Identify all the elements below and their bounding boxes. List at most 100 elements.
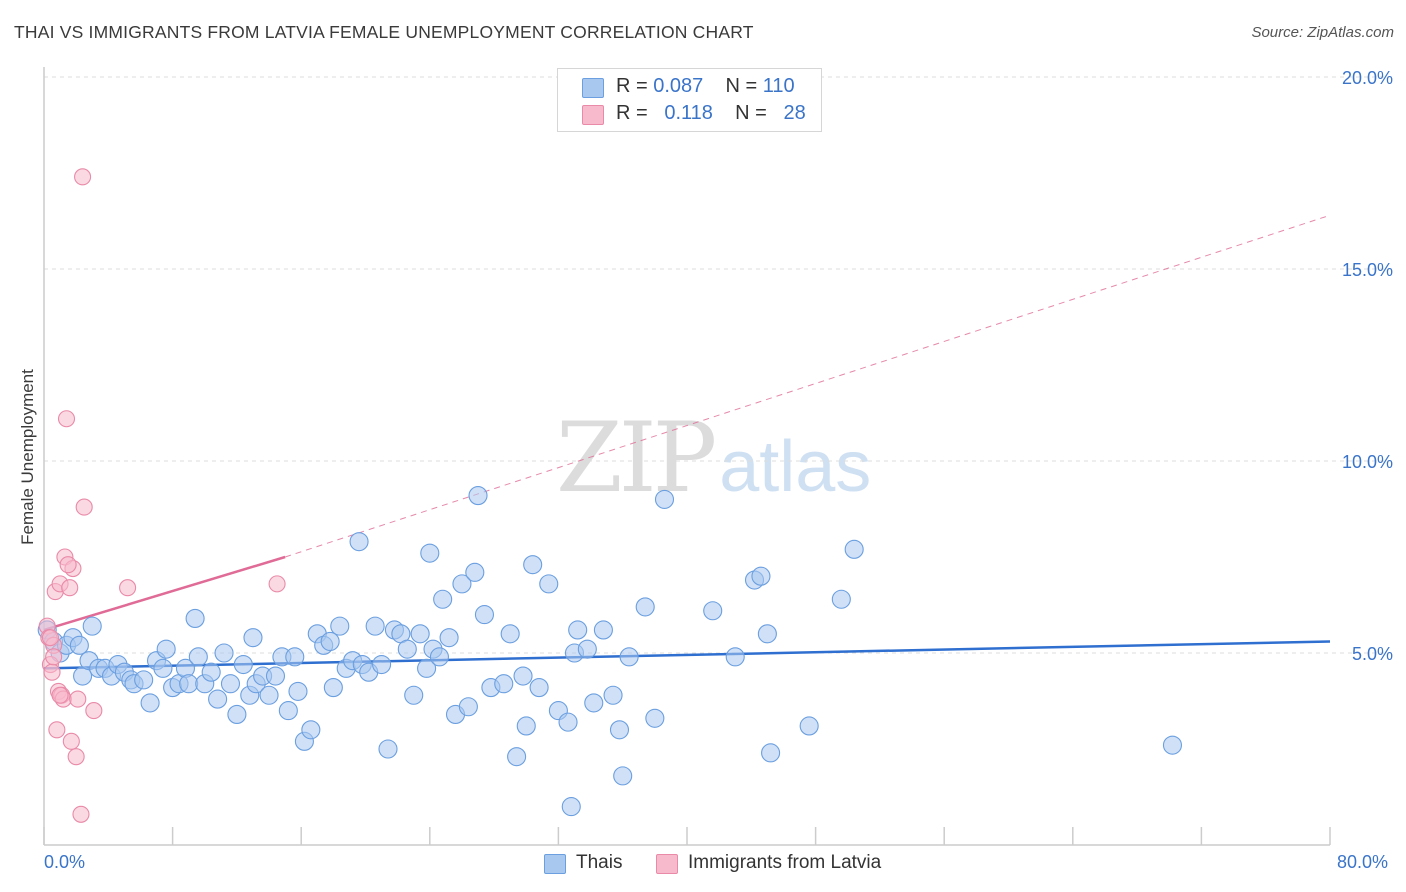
- legend-n-label: N =: [725, 75, 758, 97]
- point-thais: [513, 666, 533, 686]
- point-thais: [179, 674, 199, 694]
- point-thais: [301, 720, 321, 740]
- chart-title: THAI VS IMMIGRANTS FROM LATVIA FEMALE UN…: [14, 22, 754, 42]
- point-thais: [799, 716, 819, 736]
- point-thais: [619, 647, 639, 667]
- axes: [43, 67, 1331, 846]
- point-latvia: [119, 579, 137, 597]
- y-tick-label: 20.0%: [1342, 68, 1393, 88]
- y-tick-label: 10.0%: [1342, 452, 1393, 472]
- point-thais: [140, 693, 160, 713]
- legend-swatch-latvia: [656, 854, 678, 874]
- point-thais: [188, 647, 208, 667]
- point-thais: [429, 647, 449, 667]
- point-thais: [259, 685, 279, 705]
- point-thais: [507, 747, 527, 767]
- y-tick-labels: 5.0% 10.0% 15.0% 20.0%: [1342, 68, 1393, 664]
- point-latvia: [43, 663, 61, 681]
- point-thais: [468, 486, 488, 506]
- point-thais: [757, 624, 777, 644]
- point-thais: [558, 712, 578, 732]
- legend-r-label: R =: [616, 102, 648, 124]
- point-thais: [584, 693, 604, 713]
- legend-r-label: R =: [616, 75, 648, 97]
- point-latvia: [51, 686, 69, 704]
- y-tick-label: 15.0%: [1342, 260, 1393, 280]
- point-thais: [725, 647, 745, 667]
- point-thais: [645, 708, 665, 728]
- point-latvia: [74, 168, 92, 186]
- point-thais: [458, 697, 478, 717]
- point-thais: [417, 658, 437, 678]
- y-tick-label: 5.0%: [1352, 644, 1393, 664]
- point-thais: [323, 678, 343, 698]
- point-thais: [214, 643, 234, 663]
- point-thais: [278, 701, 298, 721]
- point-thais: [516, 716, 536, 736]
- point-latvia: [41, 629, 59, 647]
- point-thais: [220, 674, 241, 694]
- point-thais: [365, 616, 385, 636]
- point-thais: [330, 616, 350, 636]
- legend-label-latvia: Immigrants from Latvia: [688, 852, 882, 873]
- legend-label-thais: Thais: [576, 852, 623, 873]
- point-thais: [500, 624, 520, 644]
- legend-n-label: N =: [735, 102, 767, 124]
- point-thais: [372, 654, 392, 675]
- trend-line-thais: [43, 640, 1331, 670]
- point-thais: [844, 539, 864, 559]
- legend-swatch-thais: [544, 854, 566, 874]
- point-thais: [703, 601, 723, 621]
- point-thais: [208, 689, 228, 709]
- watermark-zip: ZIP: [556, 402, 717, 514]
- point-thais: [539, 574, 559, 594]
- point-latvia: [62, 732, 80, 750]
- data-points: [37, 168, 1183, 823]
- point-thais: [654, 489, 675, 509]
- point-thais: [577, 639, 597, 659]
- point-thais: [227, 704, 247, 724]
- stats-legend: R = 0.087 N = 110 R = 0.118 N = 28: [557, 68, 822, 132]
- point-thais: [134, 670, 154, 690]
- watermark-atlas: atlas: [719, 427, 872, 507]
- point-thais: [320, 631, 340, 652]
- point-thais: [285, 647, 305, 667]
- point-thais: [761, 743, 781, 763]
- legend-n-value: 110: [762, 75, 795, 97]
- point-latvia: [59, 556, 77, 574]
- grid-lines: [44, 76, 1394, 654]
- x-tick-label-min: 0.0%: [44, 852, 86, 872]
- trend-extension-latvia: [284, 214, 1331, 558]
- point-latvia: [69, 690, 87, 708]
- point-thais: [831, 589, 851, 609]
- source-label[interactable]: Source: ZipAtlas.com: [1251, 24, 1394, 41]
- point-latvia: [61, 579, 79, 597]
- point-latvia: [67, 748, 85, 766]
- point-thais: [156, 639, 176, 659]
- trend-line-latvia: [43, 555, 286, 632]
- point-latvia: [45, 648, 63, 666]
- point-thais: [288, 681, 308, 701]
- point-latvia: [85, 702, 103, 720]
- point-thais: [265, 666, 286, 686]
- point-thais: [185, 608, 205, 628]
- point-thais: [568, 620, 588, 640]
- watermark: ZIPatlas: [556, 402, 871, 514]
- trend-lines: [43, 214, 1331, 670]
- point-thais: [465, 562, 485, 582]
- legend-n-value: 28: [783, 102, 806, 124]
- point-latvia: [57, 410, 76, 428]
- point-thais: [439, 628, 459, 648]
- point-thais: [233, 654, 253, 675]
- point-thais: [593, 620, 613, 640]
- point-thais: [243, 628, 263, 648]
- point-thais: [529, 678, 549, 698]
- point-thais: [561, 797, 581, 817]
- point-thais: [420, 543, 440, 563]
- point-thais: [635, 597, 655, 617]
- point-thais: [404, 685, 424, 705]
- point-thais: [349, 532, 369, 552]
- point-thais: [609, 720, 630, 740]
- legend-r-value: 0.118: [664, 102, 713, 124]
